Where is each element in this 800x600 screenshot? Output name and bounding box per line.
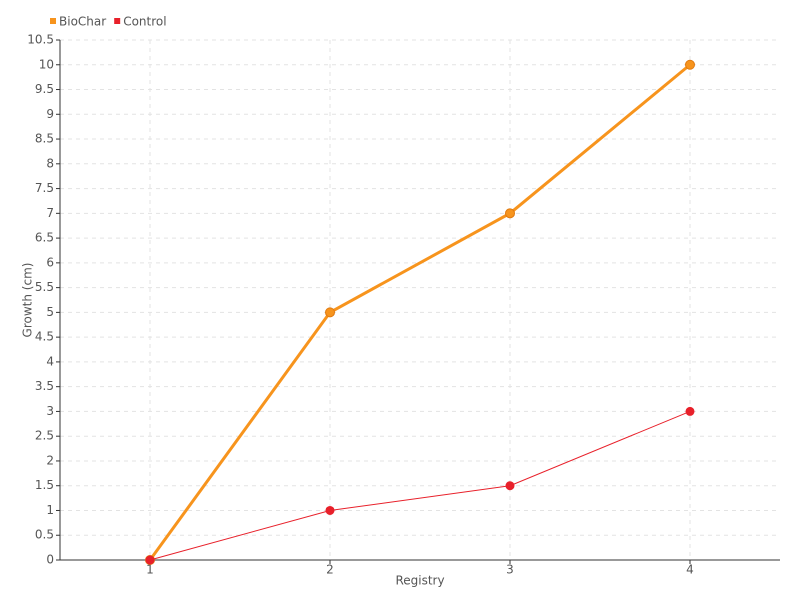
x-tick-label: 3 <box>506 563 514 577</box>
y-tick-label: 9.5 <box>35 82 54 96</box>
y-axis-label: Growth (cm) <box>21 263 35 338</box>
point <box>145 555 155 565</box>
y-tick-label: 5.5 <box>35 280 54 294</box>
point <box>505 481 515 491</box>
legend-swatch <box>50 18 56 24</box>
y-tick-label: 4.5 <box>35 330 54 344</box>
y-tick-label: 10.5 <box>27 33 54 47</box>
y-tick-label: 1.5 <box>35 478 54 492</box>
y-tick-label: 3 <box>46 404 54 418</box>
legend-label: BioChar <box>59 15 106 29</box>
y-tick-label: 9 <box>46 107 54 121</box>
point <box>325 505 335 515</box>
y-tick-label: 3.5 <box>35 379 54 393</box>
point <box>325 307 335 318</box>
y-tick-label: 6.5 <box>35 231 54 245</box>
point <box>685 59 695 70</box>
x-tick-label: 2 <box>326 563 334 577</box>
y-tick-label: 5 <box>46 305 54 319</box>
x-tick-label: 1 <box>146 563 154 577</box>
y-tick-label: 7.5 <box>35 181 54 195</box>
series-line <box>149 410 691 561</box>
y-tick-label: 8 <box>46 156 54 170</box>
point <box>685 406 695 416</box>
y-tick-label: 1 <box>46 503 54 517</box>
y-tick-label: 4 <box>46 354 54 368</box>
series-line <box>148 63 691 561</box>
y-tick-label: 2.5 <box>35 429 54 443</box>
x-tick-label: 4 <box>686 563 694 577</box>
legend-label: Control <box>123 15 166 29</box>
x-axis-label: Registry <box>395 574 444 588</box>
point <box>505 208 515 219</box>
legend-swatch <box>114 18 121 24</box>
y-tick-label: 6 <box>46 255 54 269</box>
y-tick-label: 7 <box>46 206 54 220</box>
y-tick-label: 10 <box>39 57 54 71</box>
y-tick-label: 0 <box>46 553 54 567</box>
y-tick-label: 8.5 <box>35 132 54 146</box>
y-tick-label: 2 <box>46 453 54 467</box>
y-tick-label: 0.5 <box>35 528 54 542</box>
